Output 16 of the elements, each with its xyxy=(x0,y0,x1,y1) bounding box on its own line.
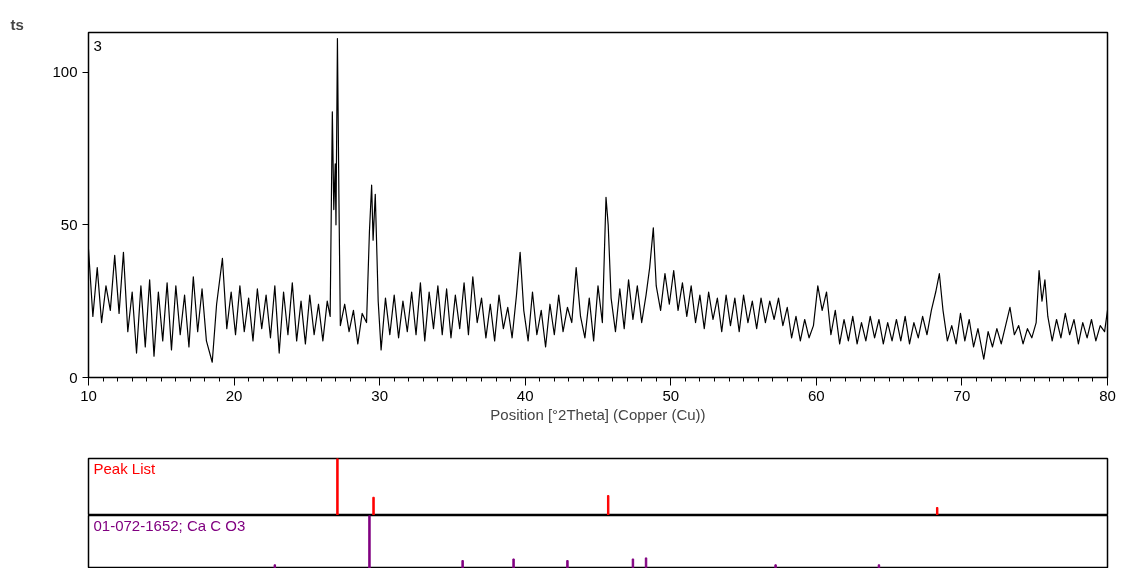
x-tick-label: 60 xyxy=(808,386,825,404)
x-tick-label: 50 xyxy=(662,386,680,404)
chart-title: 01-072-1652; Ca C O3 xyxy=(93,516,246,534)
y-tick-label: 100 xyxy=(52,63,78,81)
x-axis-title: Position [°2Theta] (Copper (Cu)) xyxy=(490,405,706,423)
x-tick-label: 40 xyxy=(516,386,534,404)
y-axis-title: ts xyxy=(10,15,24,33)
y-tick-label: 0 xyxy=(69,368,78,386)
x-tick-label: 70 xyxy=(953,386,971,404)
y-tick-label: 50 xyxy=(60,215,78,233)
x-tick-label: 80 xyxy=(1099,386,1116,404)
x-tick-label: 30 xyxy=(371,386,388,404)
chart-title: Peak List xyxy=(93,459,157,477)
x-tick-label: 20 xyxy=(225,386,243,404)
annotation: 3 xyxy=(93,36,102,54)
x-tick-label: 10 xyxy=(80,386,97,404)
